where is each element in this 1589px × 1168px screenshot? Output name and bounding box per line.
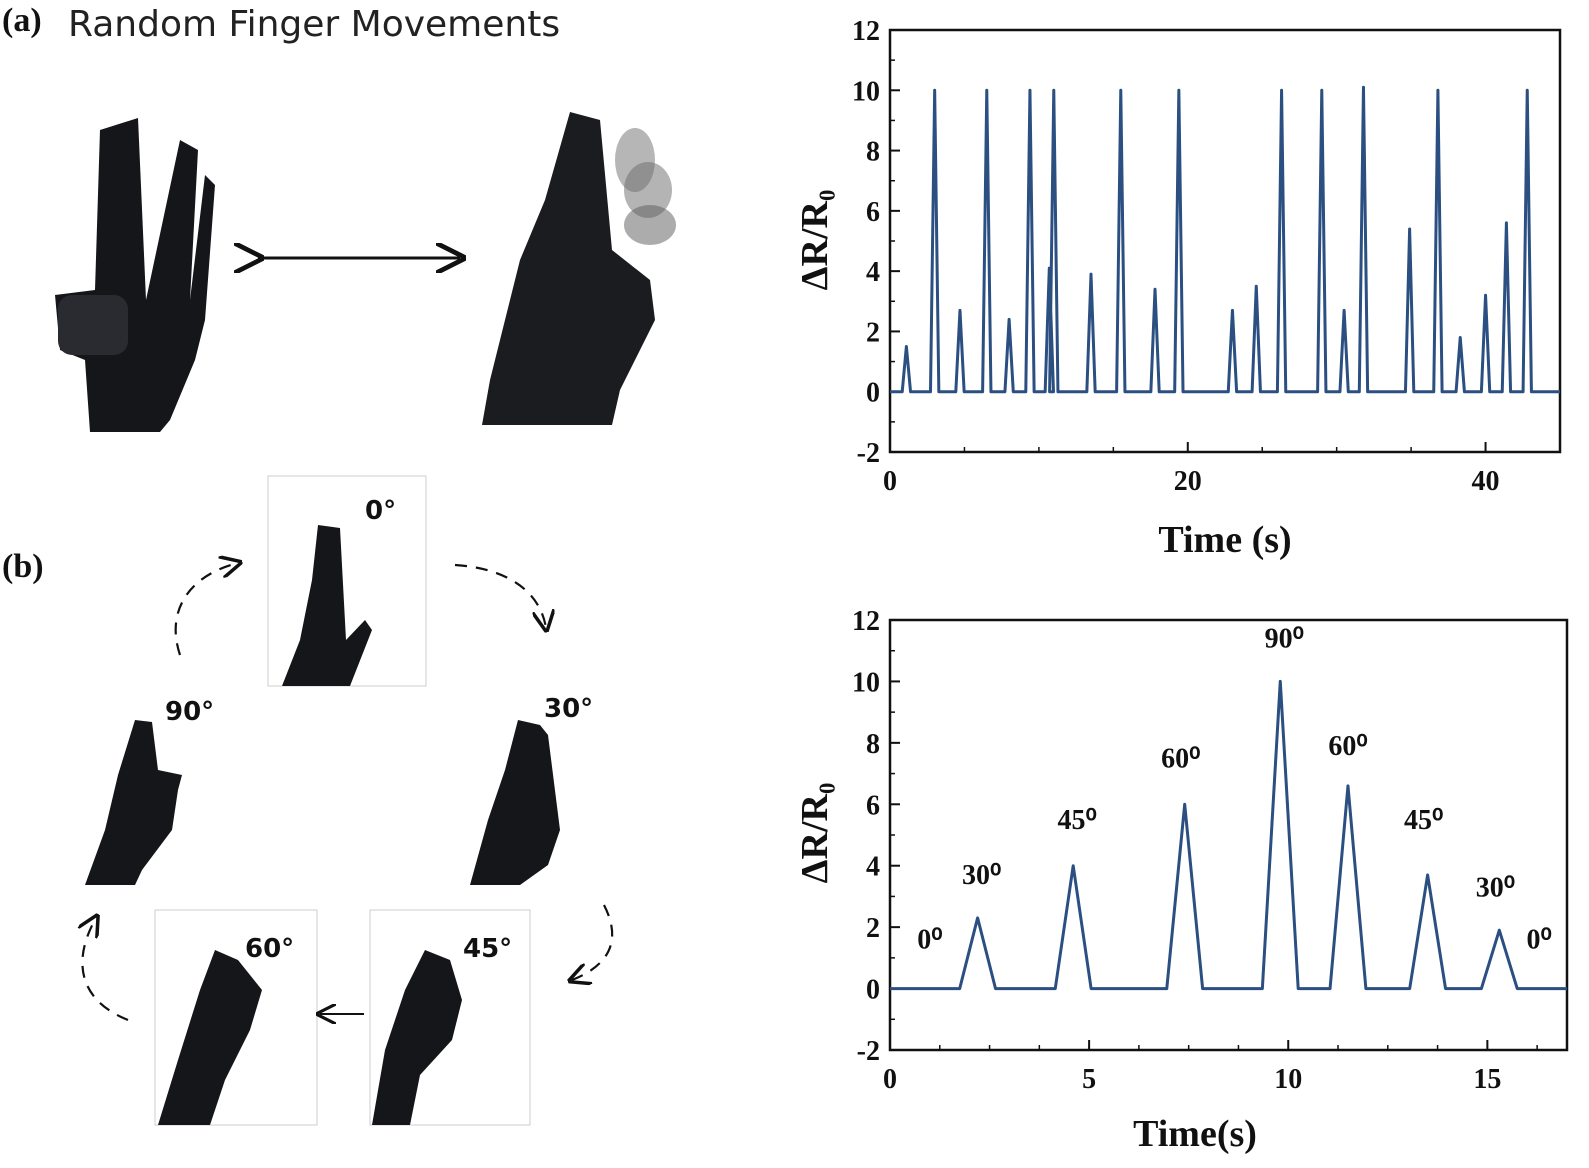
peak-annotation: 90⁰ bbox=[1265, 624, 1304, 655]
chart2-xlabel: Time(s) bbox=[1133, 1113, 1257, 1155]
angle-30-glove bbox=[470, 720, 560, 885]
y-tick-label: 0 bbox=[866, 378, 880, 409]
peak-point bbox=[959, 309, 961, 311]
angle-45-glove bbox=[369, 909, 531, 1126]
peak-point bbox=[1505, 222, 1507, 224]
y-tick-label: 2 bbox=[866, 913, 880, 944]
peak-point bbox=[1498, 929, 1500, 931]
peak-point bbox=[1090, 273, 1092, 275]
plot-frame bbox=[888, 618, 1569, 1052]
peak-annotation: 0⁰ bbox=[1527, 925, 1552, 956]
y-tick-label: 2 bbox=[866, 317, 880, 348]
x-tick-label: 15 bbox=[1473, 1064, 1501, 1095]
bending-glove-photo bbox=[482, 112, 676, 425]
peak-point bbox=[1029, 89, 1031, 91]
angle-label-30: 30° bbox=[544, 694, 593, 724]
x-tick-label: 0 bbox=[883, 466, 897, 497]
angle-90-glove bbox=[85, 720, 182, 885]
angle-0-glove bbox=[267, 475, 427, 687]
angle-60-glove bbox=[154, 909, 318, 1126]
y-tick-label: 4 bbox=[866, 257, 880, 288]
peak-annotation: 0⁰ bbox=[917, 925, 942, 956]
peak-point bbox=[1409, 228, 1411, 230]
peak-annotation: 45⁰ bbox=[1058, 805, 1097, 836]
y-tick-label: 8 bbox=[866, 729, 880, 760]
y-tick-label: 8 bbox=[866, 137, 880, 168]
y-tick-label: 10 bbox=[852, 76, 880, 107]
series-line bbox=[890, 679, 1567, 991]
angle-label-60: 60° bbox=[245, 934, 294, 964]
rotation-arrow-top-left bbox=[174, 563, 238, 656]
peak-point bbox=[977, 917, 979, 919]
series-line bbox=[890, 85, 1560, 394]
rotation-arrow-right bbox=[572, 904, 614, 980]
peak-point bbox=[1231, 309, 1233, 311]
peak-point bbox=[1279, 680, 1281, 682]
peak-point bbox=[1154, 288, 1156, 290]
angle-label-45: 45° bbox=[463, 934, 512, 964]
peak-point bbox=[1072, 865, 1074, 867]
angle-label-90: 90° bbox=[165, 697, 214, 727]
peak-point bbox=[1120, 89, 1122, 91]
y-tick-label: -2 bbox=[857, 438, 880, 469]
angle-label-0: 0° bbox=[365, 496, 396, 526]
y-tick-label: 6 bbox=[866, 197, 880, 228]
peak-point bbox=[1184, 803, 1186, 805]
y-tick-label: -2 bbox=[857, 1036, 880, 1067]
x-tick-label: 0 bbox=[883, 1064, 897, 1095]
y-tick-label: 10 bbox=[852, 667, 880, 698]
rotation-arrow-left bbox=[82, 918, 129, 1022]
peak-point bbox=[1437, 89, 1439, 91]
x-tick-label: 10 bbox=[1274, 1064, 1302, 1095]
y-tick-label: 12 bbox=[852, 606, 880, 637]
peak-point bbox=[1459, 336, 1461, 338]
peak-point bbox=[1008, 318, 1010, 320]
peak-point bbox=[1347, 785, 1349, 787]
x-tick-label: 5 bbox=[1082, 1064, 1096, 1095]
panel-a-label: (a) bbox=[2, 2, 42, 39]
chart1-ylabel: ΔR/R₀ bbox=[794, 190, 836, 291]
chart2-ylabel: ΔR/R₀ bbox=[794, 783, 836, 884]
peak-point bbox=[1053, 89, 1055, 91]
peak-point bbox=[1178, 89, 1180, 91]
peak-annotation: 45⁰ bbox=[1404, 805, 1443, 836]
glove-illustration: 0° 30° 45° 60° 90° bbox=[55, 112, 676, 1126]
peak-point bbox=[986, 89, 988, 91]
peak-point bbox=[1343, 309, 1345, 311]
peak-point bbox=[1526, 89, 1528, 91]
panel-a-title: Random Finger Movements bbox=[68, 4, 561, 45]
y-tick-label: 12 bbox=[852, 16, 880, 47]
peak-point bbox=[1255, 285, 1257, 287]
chart1-xlabel: Time (s) bbox=[1158, 519, 1291, 561]
peak-point bbox=[1485, 294, 1487, 296]
peak-point bbox=[934, 89, 936, 91]
panel-b-label: (b) bbox=[2, 548, 44, 585]
y-tick-label: 6 bbox=[866, 790, 880, 821]
peak-point bbox=[1362, 86, 1364, 88]
peak-annotation: 30⁰ bbox=[1476, 872, 1515, 903]
peak-annotation: 60⁰ bbox=[1161, 743, 1200, 774]
peak-point bbox=[905, 346, 907, 347]
peak-point bbox=[1321, 89, 1323, 91]
peak-annotation: 60⁰ bbox=[1328, 731, 1367, 762]
peak-point bbox=[1427, 874, 1429, 876]
peak-point bbox=[1281, 89, 1283, 91]
peak-point bbox=[1048, 267, 1050, 269]
peak-annotation: 30⁰ bbox=[962, 860, 1001, 891]
y-tick-label: 0 bbox=[866, 975, 880, 1006]
rotation-arrow-top-right bbox=[454, 563, 546, 628]
x-tick-label: 20 bbox=[1174, 466, 1202, 497]
y-tick-label: 4 bbox=[866, 852, 880, 883]
x-tick-label: 40 bbox=[1472, 466, 1500, 497]
open-glove-photo bbox=[55, 118, 215, 432]
